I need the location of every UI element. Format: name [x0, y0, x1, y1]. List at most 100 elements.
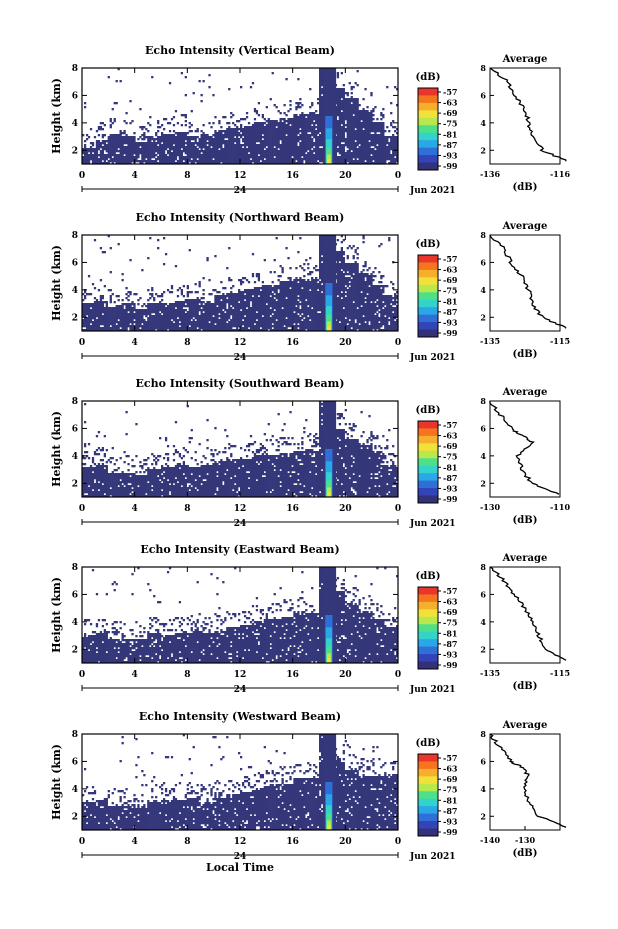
echo-cell: [245, 130, 249, 133]
echo-cell: [271, 309, 274, 312]
echo-cell: [232, 285, 235, 288]
echo-cell: [192, 311, 195, 314]
echo-cell: [230, 148, 233, 151]
echo-cell: [125, 309, 128, 312]
echo-cell: [271, 142, 274, 145]
echo-cell: [358, 146, 361, 149]
echo-cell: [354, 100, 357, 103]
echo-cell: [137, 299, 140, 302]
echo-cell: [180, 321, 184, 324]
echo-cell: [238, 279, 241, 282]
echo-cell: [247, 144, 251, 147]
echo-cell: [212, 154, 215, 157]
echo-cell: [166, 323, 170, 326]
echo-cell: [342, 112, 345, 115]
echo-cell: [95, 156, 99, 159]
echo-cell: [267, 305, 270, 308]
echo-cell: [121, 156, 124, 159]
echo-cell: [214, 313, 217, 316]
echo-cell: [131, 148, 134, 151]
echo-cell: [271, 128, 274, 131]
echo-cell: [354, 112, 357, 115]
echo-cell: [139, 311, 142, 314]
echo-cell: [247, 148, 251, 151]
average-x-label: (dB): [513, 182, 538, 193]
echo-cell: [131, 327, 134, 330]
echo-cell: [277, 162, 280, 165]
echo-cell: [382, 160, 385, 163]
echo-cell: [220, 315, 223, 318]
echo-cell: [192, 309, 195, 312]
echo-cell: [117, 313, 120, 316]
echo-cell: [198, 309, 201, 312]
echo-cell: [243, 329, 247, 332]
echo-cell: [309, 120, 312, 123]
echo-cell: [388, 136, 391, 139]
echo-cell: [198, 162, 201, 165]
echo-cell: [350, 148, 353, 151]
echo-cell: [259, 146, 263, 149]
echo-cell: [271, 134, 274, 137]
echo-cell: [129, 329, 132, 332]
echo-cell: [251, 323, 255, 326]
echo-cell: [396, 156, 399, 159]
echo-cell: [105, 315, 108, 318]
echo-cell: [178, 158, 182, 161]
echo-cell: [338, 150, 342, 153]
colorbar-unit: (dB): [416, 72, 441, 83]
echo-cell: [249, 329, 253, 332]
echo-cell: [301, 144, 304, 147]
echo-cell: [180, 162, 184, 165]
echo-cell: [394, 130, 397, 133]
echo-cell: [180, 317, 184, 320]
echo-cell: [259, 307, 263, 310]
echo-cell: [109, 297, 112, 300]
echo-cell: [99, 309, 103, 312]
echo-cell: [210, 293, 213, 296]
echo-cell: [267, 138, 270, 141]
echo-cell: [255, 297, 259, 300]
echo-cell: [265, 136, 268, 139]
echo-cell: [178, 311, 182, 314]
echo-cell: [232, 293, 235, 296]
echo-cell: [101, 305, 105, 308]
echo-cell: [265, 140, 268, 143]
echo-cell: [234, 301, 237, 304]
echo-cell: [370, 160, 373, 163]
echo-cell: [301, 128, 304, 131]
echo-cell: [240, 136, 243, 139]
echo-cell: [228, 158, 231, 161]
echo-cell: [107, 140, 110, 143]
echo-cell: [198, 150, 201, 153]
echo-cell: [346, 152, 349, 155]
echo-cell: [143, 146, 146, 149]
echo-cell: [145, 146, 148, 149]
echo-cell: [273, 327, 276, 330]
echo-cell: [190, 313, 193, 316]
echo-cell: [307, 156, 310, 159]
echo-cell: [348, 134, 351, 137]
echo-cell: [174, 162, 178, 165]
echo-cell: [269, 317, 272, 320]
echo-cell: [236, 319, 239, 322]
echo-cell: [273, 285, 276, 288]
echo-cell: [123, 156, 126, 159]
echo-cell: [111, 311, 114, 314]
colorbar-swatch: [418, 117, 438, 126]
echo-cell: [354, 98, 357, 101]
echo-cell: [241, 144, 245, 147]
echo-cell: [121, 303, 124, 306]
echo-cell: [319, 70, 322, 73]
echo-cell: [161, 138, 164, 141]
echo-cell: [192, 144, 195, 147]
echo-cell: [263, 140, 266, 143]
echo-cell: [176, 142, 180, 145]
echo-cell: [95, 323, 99, 326]
echo-cell: [91, 305, 95, 308]
echo-cell: [263, 154, 266, 157]
echo-cell: [394, 162, 397, 165]
echo-cell: [161, 305, 164, 308]
echo-cell: [224, 323, 227, 326]
echo-cell: [145, 313, 148, 316]
echo-cell: [188, 313, 191, 316]
